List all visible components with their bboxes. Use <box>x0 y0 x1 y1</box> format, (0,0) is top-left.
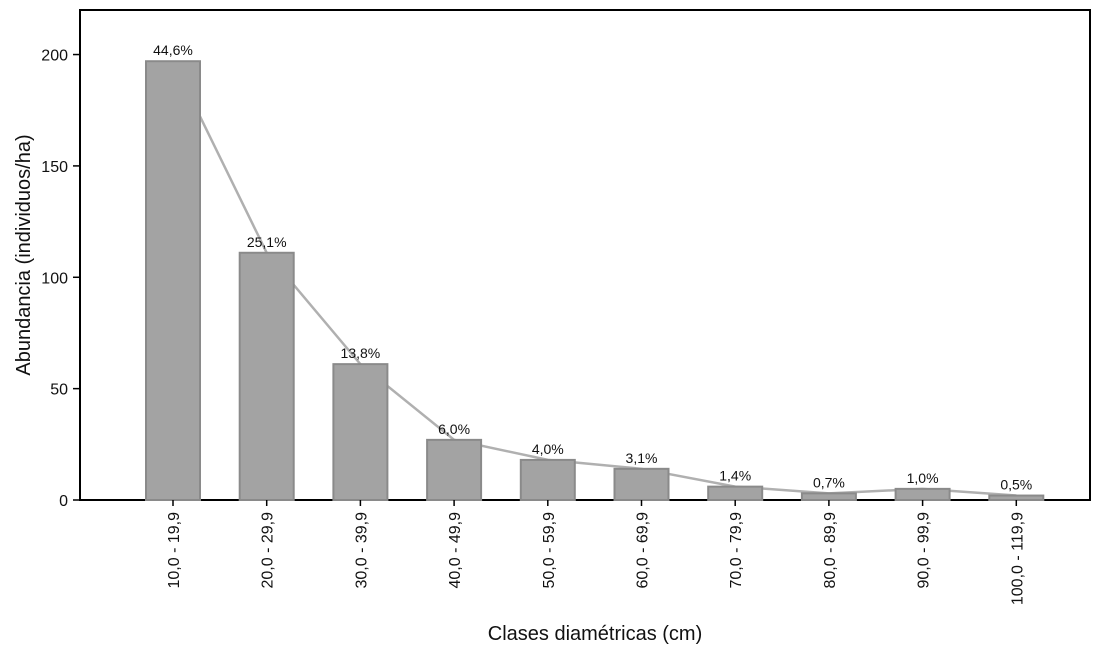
bar <box>894 487 951 502</box>
y-tick-label: 150 <box>41 159 68 176</box>
data-label: 44,6% <box>153 42 193 58</box>
data-label: 4,0% <box>532 441 564 457</box>
x-tick-label: 40,0 - 49,9 <box>447 512 464 589</box>
data-label: 1,0% <box>907 470 939 486</box>
data-label: 0,5% <box>1000 477 1032 493</box>
x-tick-label: 20,0 - 29,9 <box>260 512 277 589</box>
bar <box>519 458 576 501</box>
x-tick-label: 50,0 - 59,9 <box>541 512 558 589</box>
bar <box>238 251 295 501</box>
x-tick-label: 10,0 - 19,9 <box>166 512 183 589</box>
y-axis-label: Abundancia (individuos/ha) <box>13 134 35 375</box>
data-label: 0,7% <box>813 474 845 490</box>
data-label: 6,0% <box>438 421 470 437</box>
bar <box>800 492 857 501</box>
bar <box>426 438 483 502</box>
y-tick-label: 50 <box>50 382 68 399</box>
x-tick-label: 70,0 - 79,9 <box>728 512 745 589</box>
bar <box>145 60 201 502</box>
x-tick-label: 30,0 - 39,9 <box>353 512 370 589</box>
bar <box>332 363 389 501</box>
trend-line <box>171 60 1017 497</box>
y-tick-label: 0 <box>59 493 68 510</box>
data-label: 13,8% <box>341 345 381 361</box>
y-tick-label: 200 <box>41 48 68 65</box>
x-axis-label: Clases diamétricas (cm) <box>488 623 702 645</box>
y-tick-label: 100 <box>41 270 68 287</box>
data-label: 25,1% <box>247 234 287 250</box>
data-label: 3,1% <box>626 450 658 466</box>
x-tick-label: 60,0 - 69,9 <box>635 512 652 589</box>
bar <box>613 467 670 501</box>
x-tick-label: 90,0 - 99,9 <box>916 512 933 589</box>
plot-frame <box>79 9 1091 501</box>
x-tick-label: 80,0 - 89,9 <box>822 512 839 589</box>
x-tick-label: 100,0 - 119,9 <box>1009 512 1026 605</box>
data-label: 1,4% <box>719 468 751 484</box>
bar <box>707 485 764 501</box>
bar <box>988 494 1045 501</box>
